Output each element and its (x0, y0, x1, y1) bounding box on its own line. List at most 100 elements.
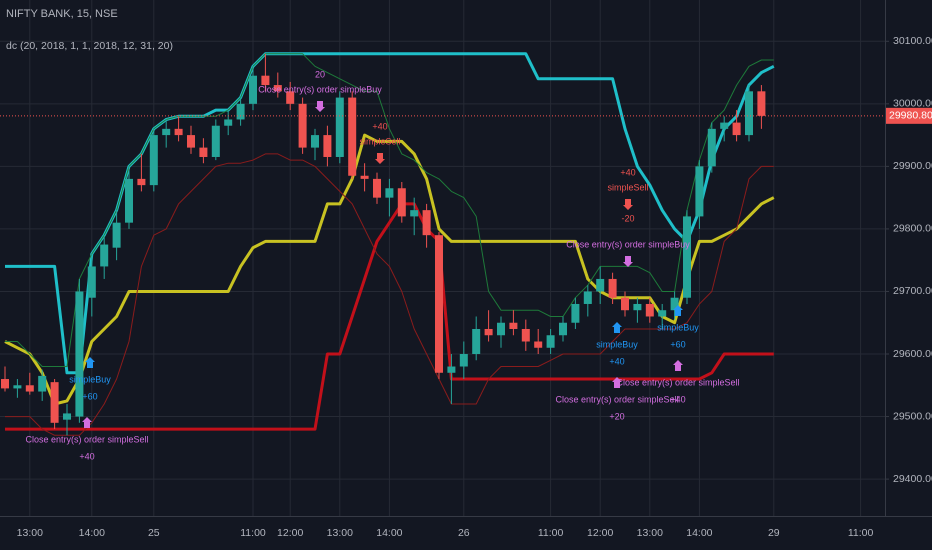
candle-body (583, 291, 592, 304)
annotation-arrow (612, 322, 622, 333)
annotation-arrow (612, 377, 622, 388)
candle-body (323, 135, 332, 157)
candle-body (298, 103, 307, 148)
trade-annotations: 20 Close entry(s) order simpleBuy +40 simpl… (25, 69, 739, 461)
candle-body (670, 297, 679, 311)
x-tick-label: 11:00 (848, 527, 874, 539)
candle-body (459, 354, 468, 367)
annotation-text: simpleBuy (596, 339, 638, 349)
x-tick-label: 13:00 (637, 527, 663, 539)
x-tick-label: 14:00 (686, 527, 712, 539)
candle-body (211, 125, 220, 157)
candle-body (621, 297, 629, 311)
annotation-text: +20 (609, 411, 624, 421)
candle-body (13, 385, 22, 389)
candle-body (224, 119, 233, 126)
candle-body (335, 97, 344, 157)
candle-body (596, 278, 605, 292)
candle-body (348, 97, 357, 176)
candle-body (63, 413, 71, 420)
last-price-label: 29980.80 (889, 110, 932, 122)
y-tick-label: 30100.00 (893, 35, 932, 47)
y-tick-label: 29900.00 (893, 160, 932, 172)
annotation-text: simpleBuy (657, 322, 699, 332)
candle-body (571, 303, 580, 323)
candle-body (174, 128, 183, 136)
x-tick-label: 13:00 (17, 527, 43, 539)
annotation-arrow (623, 199, 633, 210)
candle-body (509, 322, 518, 329)
x-tick-label: 11:00 (538, 527, 564, 539)
candle-body (645, 303, 654, 317)
y-tick-label: 29500.00 (893, 410, 932, 422)
candle-body (422, 210, 431, 236)
annotation-text: +40 (609, 356, 624, 366)
candle-body (447, 366, 456, 373)
candle-body (236, 103, 245, 120)
x-tick-label: 11:00 (240, 527, 266, 539)
candle-body (187, 135, 195, 148)
candle-body (112, 222, 121, 248)
candle-body (732, 122, 741, 136)
y-tick-label: 29800.00 (893, 223, 932, 235)
x-tick-label: 29 (768, 527, 780, 539)
candle-body (521, 328, 530, 342)
x-tick-label: 26 (458, 527, 470, 539)
candle-body (149, 135, 158, 186)
annotation-arrow (623, 256, 633, 267)
indicator-line (5, 202, 774, 431)
x-tick-label: 13:00 (327, 527, 353, 539)
y-tick-label: 29600.00 (893, 348, 932, 360)
indicator-line (4, 133, 775, 406)
candles (1, 53, 766, 436)
annotation-text: Close entry(s) order simpleSell (25, 434, 148, 444)
axes: 29400.00 29500.00 29600.00 29700.00 29800.00… (0, 35, 932, 539)
annotation-text: +40 (372, 121, 387, 131)
candle-body (745, 91, 753, 136)
candle-body (87, 266, 96, 298)
candle-body (707, 128, 716, 167)
indicator-line (5, 53, 774, 367)
candle-body (397, 188, 406, 217)
symbol-title: NIFTY BANK, 15, NSE (6, 8, 118, 20)
candle-body (472, 328, 481, 355)
candle-body (435, 235, 443, 373)
indicator-legend: dc (20, 2018, 1, 1, 2018, 12, 31, 20) (6, 40, 173, 52)
candle-body (100, 244, 109, 267)
y-tick-label: 30000.00 (893, 98, 932, 110)
candle-body (125, 178, 133, 223)
candle-body (311, 135, 319, 148)
candle-body (683, 216, 691, 298)
candle-body (137, 178, 146, 186)
annotation-text: +40 (670, 394, 685, 404)
candle-body (75, 291, 84, 417)
candle-body (720, 122, 729, 129)
indicator-lines (4, 52, 775, 436)
candle-body (50, 382, 59, 423)
candle-body (273, 85, 282, 92)
candle-body (286, 91, 295, 104)
annotation-arrow (82, 417, 92, 428)
candle-body (658, 310, 667, 317)
last-price-box (886, 107, 932, 124)
x-tick-label: 12:00 (277, 527, 303, 539)
annotation-text: Close entry(s) order simpleSell (555, 394, 678, 404)
x-tick-label: 14:00 (376, 527, 402, 539)
annotation-text: simpleSell (359, 136, 400, 146)
annotation-arrow (673, 360, 683, 371)
candle-body (385, 188, 394, 198)
candle-body (261, 75, 270, 86)
annotation-text: Close entry(s) order simpleBuy (566, 239, 690, 249)
y-tick-label: 29700.00 (893, 285, 932, 297)
annotation-text: +60 (82, 391, 97, 401)
candle-body (633, 303, 642, 311)
candle-body (38, 375, 47, 392)
candle-body (1, 379, 9, 389)
candle-body (559, 322, 567, 336)
annotation-arrow (315, 101, 325, 112)
x-tick-label: 14:00 (79, 527, 105, 539)
annotation-text: simpleBuy (69, 374, 111, 384)
annotation-text: simpleSell (607, 182, 648, 192)
